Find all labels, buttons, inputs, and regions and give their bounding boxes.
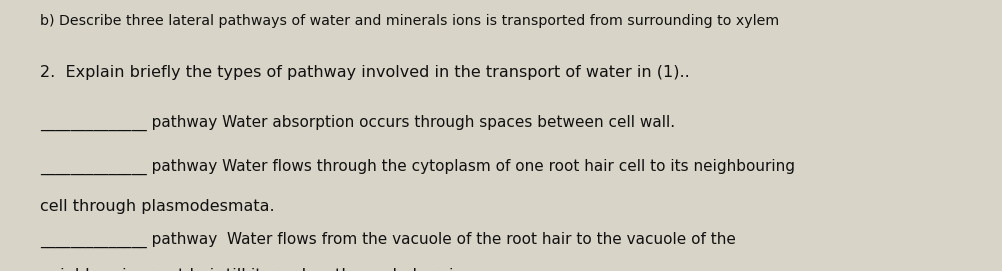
Text: ______________ pathway Water flows through the cytoplasm of one root hair cell t: ______________ pathway Water flows throu… <box>40 159 795 175</box>
Text: neighbouring root hair till it reaches the endodermis.: neighbouring root hair till it reaches t… <box>40 268 467 271</box>
Text: 2.  Explain briefly the types of pathway involved in the transport of water in (: 2. Explain briefly the types of pathway … <box>40 65 689 80</box>
Text: ______________ pathway Water absorption occurs through spaces between cell wall.: ______________ pathway Water absorption … <box>40 115 674 131</box>
Text: cell through plasmodesmata.: cell through plasmodesmata. <box>40 199 275 214</box>
Text: ______________ pathway  Water flows from the vacuole of the root hair to the vac: ______________ pathway Water flows from … <box>40 232 735 248</box>
Text: b) Describe three lateral pathways of water and minerals ions is transported fro: b) Describe three lateral pathways of wa… <box>40 14 779 28</box>
